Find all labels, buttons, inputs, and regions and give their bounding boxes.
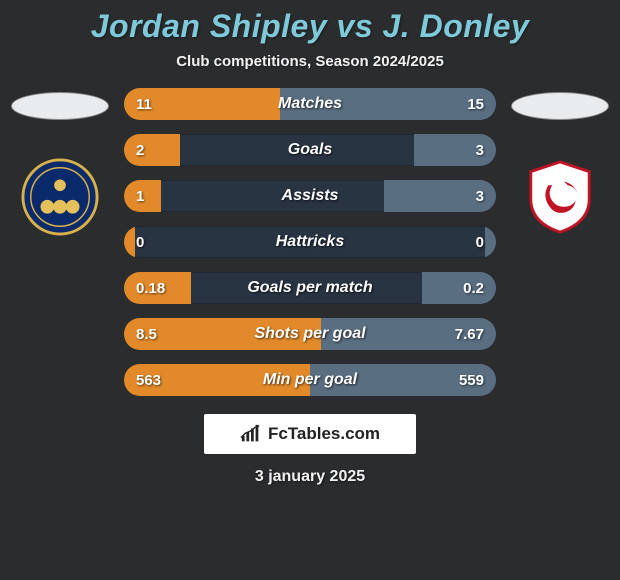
club-crest-right bbox=[521, 158, 599, 236]
stat-bars: 1115Matches 23Goals 13Assists 00Hattricks 0.… bbox=[120, 88, 500, 396]
stat-label: Shots per goal bbox=[124, 325, 496, 343]
stat-label: Assists bbox=[124, 187, 496, 205]
right-side bbox=[500, 88, 620, 236]
site-logo: FcTables.com bbox=[204, 414, 416, 454]
stat-label: Goals bbox=[124, 141, 496, 159]
stat-bar: 563559Min per goal bbox=[124, 364, 496, 396]
left-side bbox=[0, 88, 120, 236]
stat-label: Hattricks bbox=[124, 233, 496, 251]
stat-bar: 23Goals bbox=[124, 134, 496, 166]
footer: FcTables.com 3 january 2025 bbox=[0, 414, 620, 486]
site-logo-text: FcTables.com bbox=[268, 424, 380, 444]
stat-bar: 00Hattricks bbox=[124, 226, 496, 258]
stat-bar: 13Assists bbox=[124, 180, 496, 212]
chart-icon bbox=[240, 424, 262, 444]
stat-label: Goals per match bbox=[124, 279, 496, 297]
club-crest-left bbox=[21, 158, 99, 236]
page-title: Jordan Shipley vs J. Donley bbox=[0, 0, 620, 45]
stat-bar: 8.57.67Shots per goal bbox=[124, 318, 496, 350]
stat-bar: 1115Matches bbox=[124, 88, 496, 120]
stat-label: Matches bbox=[124, 95, 496, 113]
stat-label: Min per goal bbox=[124, 371, 496, 389]
stat-bar: 0.180.2Goals per match bbox=[124, 272, 496, 304]
main-content: 1115Matches 23Goals 13Assists 00Hattricks 0.… bbox=[0, 88, 620, 396]
subtitle: Club competitions, Season 2024/2025 bbox=[0, 53, 620, 70]
player-photo-placeholder-left bbox=[11, 92, 109, 120]
player-photo-placeholder-right bbox=[511, 92, 609, 120]
comparison-card: Jordan Shipley vs J. Donley Club competi… bbox=[0, 0, 620, 580]
date-label: 3 january 2025 bbox=[255, 468, 365, 486]
